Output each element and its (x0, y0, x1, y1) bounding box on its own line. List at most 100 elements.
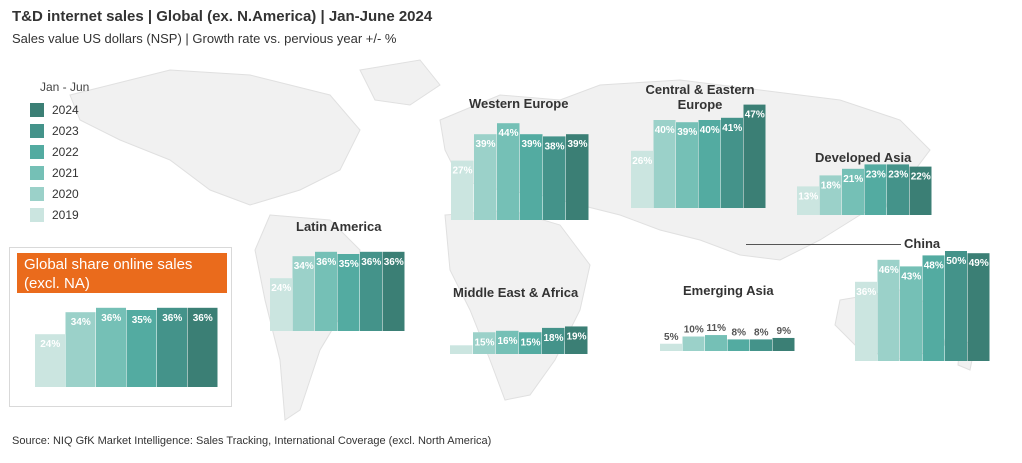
legend-label: 2023 (52, 123, 79, 138)
legend-swatch (30, 186, 44, 201)
bar-0-2022 (126, 310, 157, 387)
legend-item-2022: 2022 (30, 141, 89, 162)
data-label-2-2020: 39% (475, 139, 495, 150)
data-label-1-2024: 36% (384, 257, 404, 268)
global-share-header-line1: Global share online sales (24, 256, 193, 273)
data-label-2-2021: 44% (498, 128, 518, 139)
data-label-2-2019: 27% (452, 166, 472, 177)
bar-6-2024 (772, 337, 795, 351)
legend: Jan - Jun 2024 2023 2022 2021 2020 2019 (30, 80, 89, 225)
data-label-3-2024: 47% (745, 110, 765, 121)
data-label-2-2022: 39% (521, 139, 541, 150)
global-share-header: Global share online sales (excl. NA) (17, 253, 227, 293)
data-label-7-2022: 48% (924, 260, 944, 271)
legend-item-2024: 2024 (30, 99, 89, 120)
bar-4-2019 (797, 186, 819, 215)
legend-item-2020: 2020 (30, 183, 89, 204)
bar-1-2024 (382, 251, 405, 331)
data-label-4-2020: 18% (821, 180, 841, 191)
bar-3-2022 (698, 120, 721, 208)
bar-4-2024 (909, 166, 932, 215)
bar-3-2024 (743, 104, 766, 208)
legend-item-2021: 2021 (30, 162, 89, 183)
legend-label: 2022 (52, 144, 79, 159)
data-label-0-2020: 34% (71, 317, 91, 328)
bar-5-2023 (542, 327, 565, 354)
bar-1-2020 (292, 256, 315, 331)
bar-3-2019 (631, 150, 653, 208)
legend-swatch (30, 165, 44, 180)
region-label-western-europe: Western Europe (469, 96, 569, 111)
data-label-4-2023: 23% (888, 169, 908, 180)
data-label-4-2022: 23% (866, 169, 886, 180)
bar-5-2024 (565, 326, 588, 354)
bar-7-2023 (945, 251, 967, 361)
data-label-5-2021: 16% (497, 336, 517, 347)
bar-5-2019 (450, 345, 473, 354)
data-label-7-2021: 43% (901, 271, 921, 282)
bar-2-2019 (451, 160, 474, 220)
bar-3-2023 (721, 117, 743, 208)
data-label-6-2019: 5% (664, 332, 679, 343)
bar-1-2022 (337, 254, 360, 331)
source-note: Source: NIQ GfK Market Intelligence: Sal… (12, 435, 492, 447)
bar-4-2023 (887, 164, 909, 215)
data-label-0-2021: 36% (101, 313, 121, 324)
region-label-latin-america: Latin America (296, 219, 382, 234)
data-label-7-2024: 49% (969, 258, 989, 269)
chart-subtitle: Sales value US dollars (NSP) | Growth ra… (12, 31, 397, 46)
bar-2-2023 (543, 136, 566, 220)
data-label-0-2019: 24% (40, 339, 60, 350)
bar-6-2019 (660, 343, 682, 351)
bar-0-2023 (157, 307, 187, 387)
region-label-developed-asia: Developed Asia (815, 150, 912, 165)
bar-3-2020 (653, 120, 676, 208)
data-label-6-2021: 11% (707, 323, 727, 334)
bar-0-2019 (35, 334, 65, 387)
bar-7-2019 (855, 281, 877, 361)
bar-2-2021 (497, 123, 520, 220)
bar-1-2023 (360, 251, 382, 331)
data-label-4-2019: 13% (798, 191, 818, 202)
data-label-6-2024: 9% (777, 326, 792, 337)
legend-label: 2021 (52, 165, 79, 180)
data-label-6-2023: 8% (754, 327, 769, 338)
data-label-5-2022: 15% (520, 337, 540, 348)
data-label-6-2020: 10% (684, 325, 704, 336)
bar-7-2021 (900, 266, 922, 361)
legend-swatch (30, 207, 44, 222)
data-label-1-2023: 36% (361, 257, 381, 268)
data-label-4-2021: 21% (843, 174, 863, 185)
data-label-3-2020: 40% (655, 125, 675, 136)
data-label-4-2024: 22% (911, 172, 931, 183)
bar-5-2020 (473, 332, 496, 354)
data-label-3-2023: 41% (722, 123, 742, 134)
bar-3-2021 (676, 122, 698, 208)
data-label-3-2019: 26% (632, 156, 652, 167)
china-pointer-line (746, 244, 901, 245)
bar-7-2022 (922, 255, 945, 361)
bar-4-2022 (864, 164, 887, 215)
legend-item-2019: 2019 (30, 204, 89, 225)
data-label-5-2023: 18% (543, 333, 563, 344)
data-label-2-2023: 38% (544, 141, 564, 152)
bar-2-2024 (566, 134, 589, 220)
region-label-central-eastern-europe: Central & Eastern Europe (645, 82, 755, 112)
bar-1-2019 (270, 278, 292, 331)
legend-label: 2019 (52, 207, 79, 222)
data-label-1-2020: 34% (294, 261, 314, 272)
bar-5-2021 (496, 330, 519, 354)
chart-title: T&D internet sales | Global (ex. N.Ameri… (12, 8, 433, 25)
data-label-5-2024: 19% (566, 331, 586, 342)
data-label-0-2023: 36% (162, 313, 182, 324)
data-label-1-2022: 35% (339, 259, 359, 270)
region-label-emerging-asia: Emerging Asia (683, 283, 774, 298)
legend-swatch (30, 123, 44, 138)
data-label-6-2022: 8% (732, 327, 747, 338)
data-label-5-2020: 15% (474, 337, 494, 348)
bar-2-2020 (474, 134, 497, 220)
bar-0-2021 (96, 307, 126, 387)
bar-6-2020 (682, 336, 705, 351)
legend-label: 2020 (52, 186, 79, 201)
